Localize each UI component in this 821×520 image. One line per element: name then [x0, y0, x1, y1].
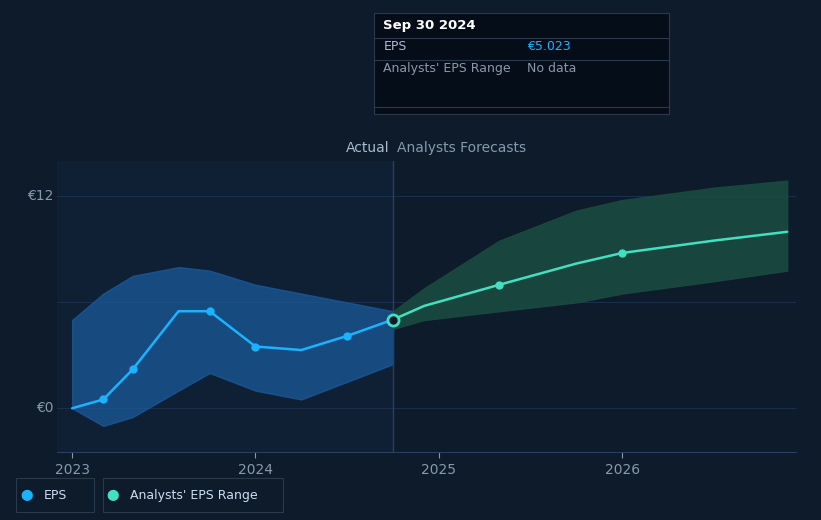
Text: Analysts' EPS Range: Analysts' EPS Range — [383, 62, 511, 75]
Text: EPS: EPS — [383, 40, 406, 53]
Text: EPS: EPS — [44, 489, 67, 502]
Text: Actual: Actual — [346, 141, 389, 155]
Text: €5.023: €5.023 — [527, 40, 571, 53]
Text: Analysts' EPS Range: Analysts' EPS Range — [130, 489, 257, 502]
Text: No data: No data — [527, 62, 576, 75]
Text: ⬤: ⬤ — [20, 490, 33, 501]
Text: ⬤: ⬤ — [106, 490, 119, 501]
Text: €0: €0 — [36, 401, 54, 415]
Text: Sep 30 2024: Sep 30 2024 — [383, 19, 476, 32]
Text: Analysts Forecasts: Analysts Forecasts — [397, 141, 525, 155]
Bar — [57, 161, 393, 452]
Text: €12: €12 — [27, 189, 54, 203]
